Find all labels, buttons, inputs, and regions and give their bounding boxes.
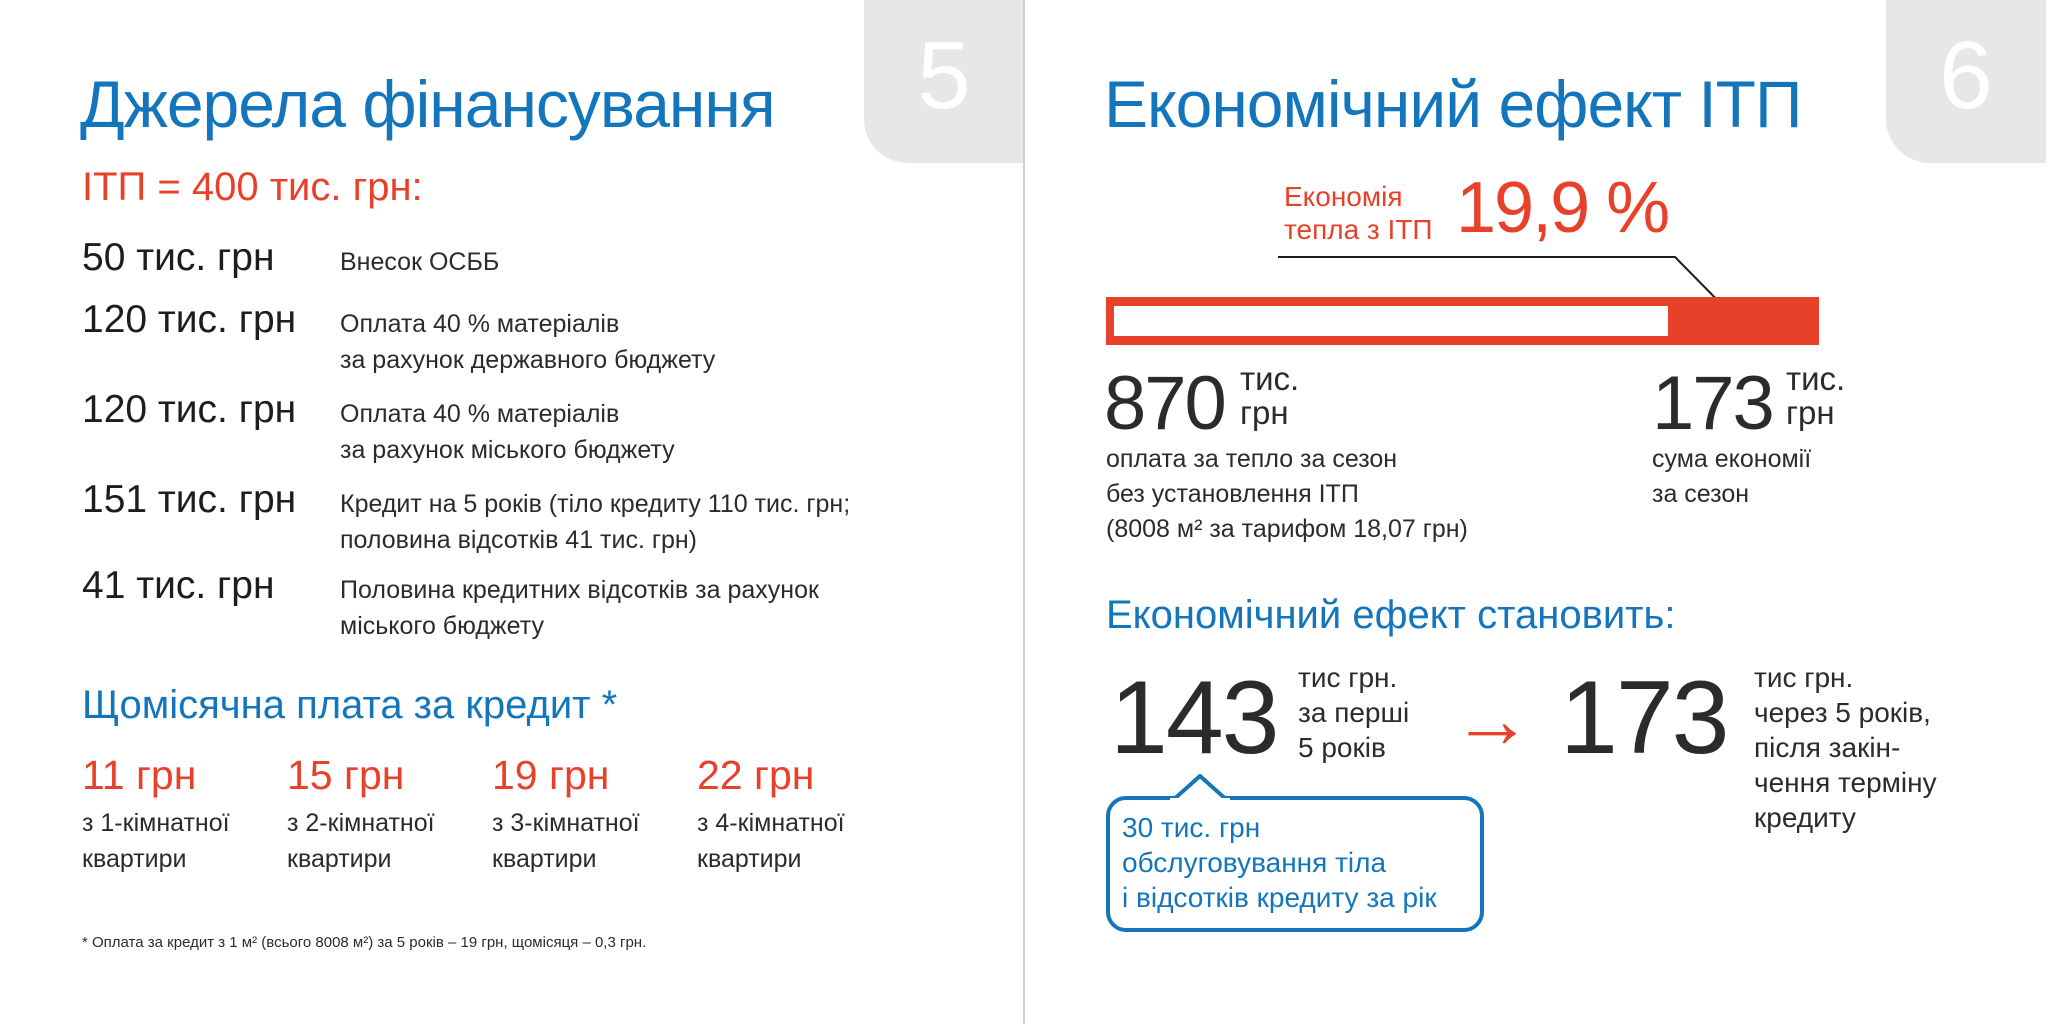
page-number-tab: 6: [1886, 0, 2046, 163]
total-cost-number: 870: [1104, 361, 1227, 446]
rate-apartment: з 3-кімнатної квартири: [492, 809, 640, 874]
funding-description: Половина кредитних відсотків за рахунок …: [340, 576, 819, 640]
funding-description: Оплата 40 % матеріалів за рахунок місько…: [340, 400, 675, 464]
savings-percent: 19,9 %: [1456, 168, 1670, 248]
bubble-tail: [1170, 774, 1230, 802]
monthly-rate: 11 грн з 1-кімнатної квартири: [82, 752, 282, 877]
monthly-payment-title: Щомісячна плата за кредит *: [82, 683, 618, 727]
funding-description: Внесок ОСББ: [340, 248, 500, 276]
itp-cost-subtitle: ІТП = 400 тис. грн:: [82, 165, 423, 209]
effect-first-caption: тис грн. за перші 5 років: [1298, 662, 1410, 763]
funding-amount: 41 тис. грн: [82, 564, 275, 607]
arrow-right-icon: →: [1452, 675, 1532, 764]
monthly-rate: 19 грн з 3-кімнатної квартири: [492, 752, 692, 877]
total-cost-unit: тис. грн: [1240, 360, 1300, 431]
page-number-tab: 5: [864, 0, 1024, 163]
funding-amount: 120 тис. грн: [82, 388, 297, 431]
monthly-rate: 15 грн з 2-кімнатної квартири: [287, 752, 487, 877]
season-saving-unit: тис. грн: [1786, 360, 1846, 431]
rate-price: 22 грн: [697, 752, 815, 798]
rate-price: 11 грн: [82, 752, 197, 798]
page-number: 6: [1939, 22, 1993, 129]
rate-price: 15 грн: [287, 752, 405, 798]
economic-effect-title: Економічний ефект ІТП: [1104, 67, 1802, 141]
funding-amount: 151 тис. грн: [82, 478, 297, 521]
funding-description: Кредит на 5 років (тіло кредиту 110 тис.…: [340, 490, 851, 554]
rate-price: 19 грн: [492, 752, 610, 798]
funding-title: Джерела фінансування: [80, 67, 776, 141]
total-cost-caption: оплата за тепло за сезон без установленн…: [1106, 445, 1468, 543]
loan-service-text: 30 тис. грн обслуговування тіла і відсот…: [1122, 812, 1437, 913]
economic-effect-subtitle: Економічний ефект становить:: [1106, 593, 1676, 637]
rate-apartment: з 4-кімнатної квартири: [697, 809, 845, 874]
funding-amount: 120 тис. грн: [82, 298, 297, 341]
rate-apartment: з 2-кімнатної квартири: [287, 809, 435, 874]
rate-apartment: з 1-кімнатної квартири: [82, 809, 230, 874]
savings-label: Економія тепла з ІТП: [1284, 181, 1433, 245]
effect-second-caption: тис грн. через 5 років, після закін- чен…: [1754, 662, 1937, 833]
heat-savings-bar: [1106, 297, 1819, 345]
page-6: 6: [1024, 0, 2048, 1024]
season-saving-number: 173: [1652, 361, 1775, 446]
loan-service-bubble: [1106, 796, 1484, 932]
funding-description: Оплата 40 % матеріалів за рахунок держав…: [340, 310, 716, 374]
page-number: 5: [917, 22, 971, 129]
page-5: 5: [864, 0, 1024, 163]
funding-amount: 50 тис. грн: [82, 236, 275, 279]
heat-savings-bar-remaining: [1114, 306, 1668, 336]
monthly-rate: 22 грн з 4-кімнатної квартири: [697, 752, 897, 877]
effect-second-number: 173: [1560, 660, 1730, 776]
effect-first-number: 143: [1110, 660, 1280, 776]
season-saving-caption: сума економії за сезон: [1652, 445, 1812, 508]
page-divider: [1023, 0, 1025, 1024]
footnote: * Оплата за кредит з 1 м² (всього 8008 м…: [82, 934, 647, 951]
